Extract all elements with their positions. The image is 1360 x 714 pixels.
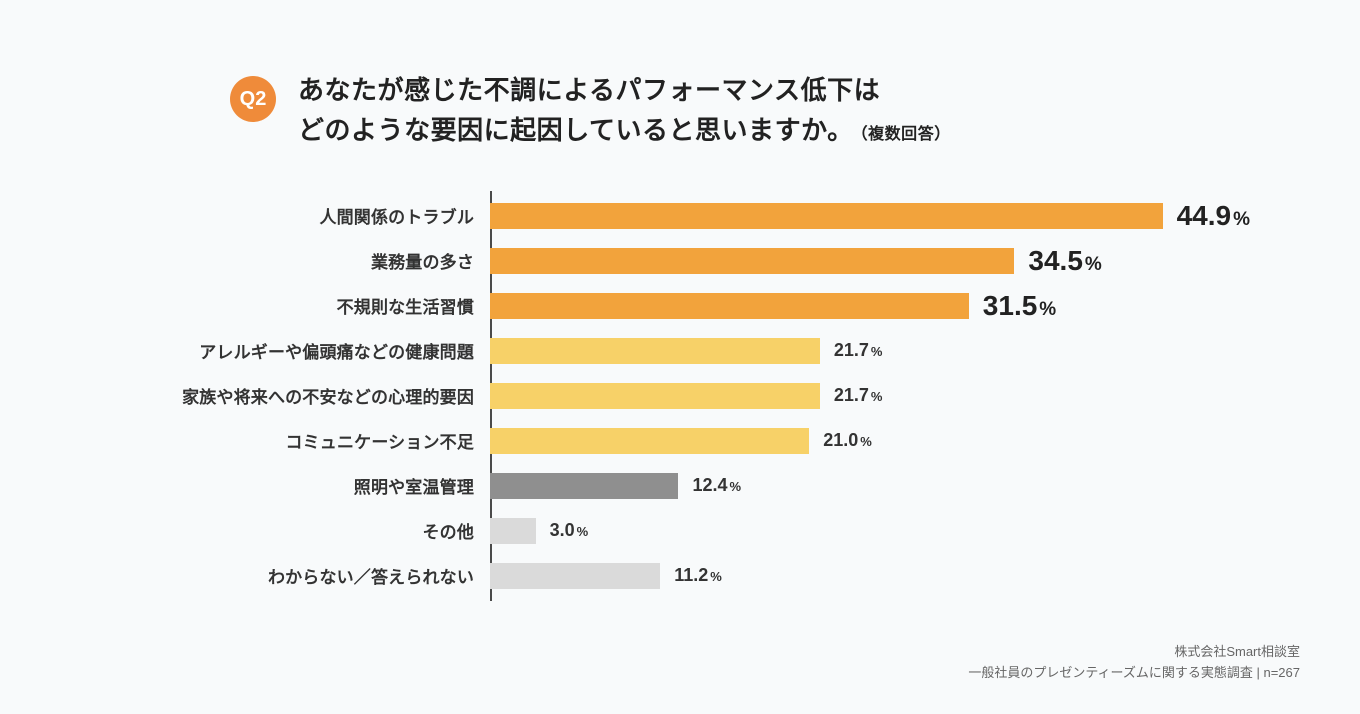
bar-value-label: 11.2% xyxy=(674,565,722,586)
bar-wrap: 21.7% xyxy=(490,381,1250,411)
bar xyxy=(490,518,536,544)
bar-value-label: 21.7% xyxy=(834,385,883,406)
percent-sign: % xyxy=(710,569,722,584)
bar xyxy=(490,203,1163,229)
bar-row-label: 業務量の多さ xyxy=(170,248,490,273)
bar-value-label: 12.4% xyxy=(692,475,741,496)
bar-row-label: 家族や将来への不安などの心理的要因 xyxy=(170,383,490,408)
footer-company: 株式会社Smart相談室 xyxy=(968,642,1300,663)
bar xyxy=(490,293,969,319)
bar-row-label: 人間関係のトラブル xyxy=(170,203,490,228)
title-note: （複数回答） xyxy=(860,126,951,143)
bar-row: アレルギーや偏頭痛などの健康問題 21.7% xyxy=(170,336,1270,366)
bar-row: 不規則な生活習慣 31.5% xyxy=(170,291,1270,321)
title-line-1: あなたが感じた不調によるパフォーマンス低下は xyxy=(298,70,951,110)
bar xyxy=(490,563,660,589)
bar-row: 家族や将来への不安などの心理的要因 21.7% xyxy=(170,381,1270,411)
percent-sign: % xyxy=(1039,299,1056,320)
bar-value-number: 21.0 xyxy=(823,430,858,450)
percent-sign: % xyxy=(1085,254,1102,275)
bar-row: その他 3.0% xyxy=(170,516,1270,546)
bar-value-number: 11.2 xyxy=(674,565,708,585)
bar-wrap: 34.5% xyxy=(490,246,1250,276)
question-header: Q2 あなたが感じた不調によるパフォーマンス低下は どのような要因に起因している… xyxy=(230,70,1270,151)
bar-value-number: 21.7 xyxy=(834,340,869,360)
source-footer: 株式会社Smart相談室 一般社員のプレゼンティーズムに関する実態調査 | n=… xyxy=(968,642,1300,684)
bar xyxy=(490,473,678,499)
title-line-2-text: どのような要因に起因していると思いますか。 xyxy=(298,115,854,145)
bar xyxy=(490,338,820,364)
title-line-2: どのような要因に起因していると思いますか。 （複数回答） xyxy=(298,110,951,150)
bar-wrap: 3.0% xyxy=(490,516,1250,546)
bar xyxy=(490,383,820,409)
chart-container: Q2 あなたが感じた不調によるパフォーマンス低下は どのような要因に起因している… xyxy=(0,0,1360,591)
percent-sign: % xyxy=(1233,209,1250,230)
bar-wrap: 21.7% xyxy=(490,336,1250,366)
bar-value-label: 21.7% xyxy=(834,340,883,361)
percent-sign: % xyxy=(577,524,589,539)
bar-row: コミュニケーション不足 21.0% xyxy=(170,426,1270,456)
bar xyxy=(490,428,809,454)
percent-sign: % xyxy=(871,389,883,404)
bar-value-label: 31.5% xyxy=(983,290,1056,322)
bar-value-label: 21.0% xyxy=(823,430,872,451)
bar-value-number: 3.0 xyxy=(550,520,575,540)
bar-row-label: アレルギーや偏頭痛などの健康問題 xyxy=(170,338,490,363)
bar-wrap: 31.5% xyxy=(490,291,1250,321)
bar-value-label: 34.5% xyxy=(1028,245,1101,277)
bar-wrap: 44.9% xyxy=(490,201,1250,231)
bar-wrap: 11.2% xyxy=(490,561,1250,591)
bar-value-number: 31.5 xyxy=(983,290,1038,321)
bar-row-label: 不規則な生活習慣 xyxy=(170,293,490,318)
bar-row-label: 照明や室温管理 xyxy=(170,473,490,498)
bar-value-number: 21.7 xyxy=(834,385,869,405)
bar-wrap: 12.4% xyxy=(490,471,1250,501)
bar-value-label: 3.0% xyxy=(550,520,589,541)
bar-row: 照明や室温管理 12.4% xyxy=(170,471,1270,501)
bar-chart: 人間関係のトラブル44.9%業務量の多さ34.5%不規則な生活習慣31.5%アレ… xyxy=(170,201,1270,591)
footer-survey: 一般社員のプレゼンティーズムに関する実態調査 | n=267 xyxy=(968,663,1300,684)
bar xyxy=(490,248,1014,274)
bar-value-number: 44.9 xyxy=(1177,200,1232,231)
bar-rows: 人間関係のトラブル44.9%業務量の多さ34.5%不規則な生活習慣31.5%アレ… xyxy=(170,201,1270,591)
bar-row-label: その他 xyxy=(170,518,490,543)
bar-value-number: 12.4 xyxy=(692,475,727,495)
bar-wrap: 21.0% xyxy=(490,426,1250,456)
percent-sign: % xyxy=(730,479,742,494)
bar-row: 人間関係のトラブル 44.9% xyxy=(170,201,1270,231)
question-title: あなたが感じた不調によるパフォーマンス低下は どのような要因に起因していると思い… xyxy=(298,70,951,151)
bar-row-label: コミュニケーション不足 xyxy=(170,428,490,453)
bar-row: 業務量の多さ 34.5% xyxy=(170,246,1270,276)
question-badge: Q2 xyxy=(230,76,276,122)
bar-value-label: 44.9% xyxy=(1177,200,1250,232)
bar-value-number: 34.5 xyxy=(1028,245,1083,276)
percent-sign: % xyxy=(860,434,872,449)
bar-row: わからない／答えられない 11.2% xyxy=(170,561,1270,591)
percent-sign: % xyxy=(871,344,883,359)
bar-row-label: わからない／答えられない xyxy=(170,563,490,588)
